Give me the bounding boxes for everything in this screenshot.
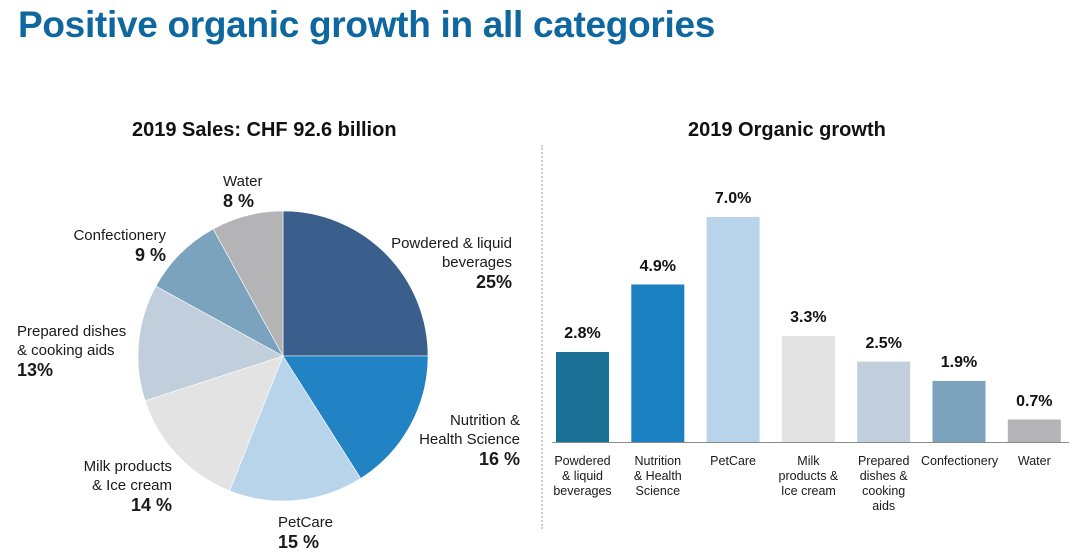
pie-label-name: & cooking aids [17,342,115,359]
pie-label-petcare: PetCare 15 % [278,513,333,553]
bar-7 [1007,419,1061,442]
bar-value-label: 3.3% [790,308,827,326]
pie-label-name: Water [223,173,263,190]
pie-label-name: Prepared dishes [17,323,127,340]
pie-label-name: & Ice cream [91,477,172,494]
pie-label-name: Confectionery [73,227,166,244]
pie-slice-7 [212,210,284,357]
page-title: Positive organic growth in all categorie… [18,4,716,45]
bar-3 [706,217,760,442]
pie-slice-6 [155,228,284,357]
bar-value-label: 0.7% [1016,392,1053,410]
bar-value-label: 1.9% [940,353,978,371]
pie-label-name: PetCare [278,514,334,531]
bar-chart-title: 2019 Organic growth [688,119,886,141]
pie-label-value: 15 % [278,532,320,552]
bar-6 [932,380,986,442]
bar-chart [552,217,1069,443]
bar-1 [556,352,609,442]
pie-label-powdered: Powdered & liquid beverages 25% [352,234,512,293]
bar-category-label: Powdered & liquid beverages [553,454,612,498]
pie-label-confectionery: Confectionery 9 % [26,226,166,266]
pie-slice-1 [282,210,429,357]
bar-category-label: Water [1017,454,1051,468]
pie-label-name: Nutrition & [449,412,520,429]
pie-label-value: 25% [475,272,512,292]
pie-label-name: beverages [441,254,512,271]
pie-slice-3 [229,355,362,502]
bar-category-label: Milk products & Ice cream [778,454,839,498]
bar-category-label: Nutrition & Health Science [633,454,682,498]
pie-slice-5 [137,285,284,402]
bar-category-label: Prepared dishes & cooking aids [857,454,910,513]
bar-2 [631,284,685,442]
bar-category-label: PetCare [710,454,757,468]
pie-label-value: 16 % [478,449,520,469]
bar-4 [781,335,835,442]
pie-label-value: 14 % [130,495,172,515]
bar-value-label: 4.9% [639,257,677,275]
bar-category-label: Confectionery [921,454,999,468]
pie-label-name: Milk products [83,458,172,475]
pie-chart-title: 2019 Sales: CHF 92.6 billion [132,119,397,141]
pie-label-prepared: Prepared dishes & cooking aids 13% [17,322,126,381]
pie-label-water: Water 8 % [223,172,262,212]
pie-label-value: 8 % [223,191,255,211]
pie-chart [137,210,429,502]
pie-label-value: 13% [17,360,54,380]
pie-slice-2 [282,355,429,479]
pie-label-name: Powdered & liquid [391,235,512,252]
pie-label-nutrition: Nutrition & Health Science 16 % [360,411,520,470]
section-divider [541,145,543,529]
pie-label-name: Health Science [419,431,520,448]
bar-value-label: 2.5% [865,334,902,352]
pie-label-value: 9 % [134,245,166,265]
bar-5 [857,361,911,442]
pie-label-milk: Milk products & Ice cream 14 % [32,457,172,516]
bar-value-label: 7.0% [714,190,752,207]
bar-value-label: 2.8% [564,325,601,342]
